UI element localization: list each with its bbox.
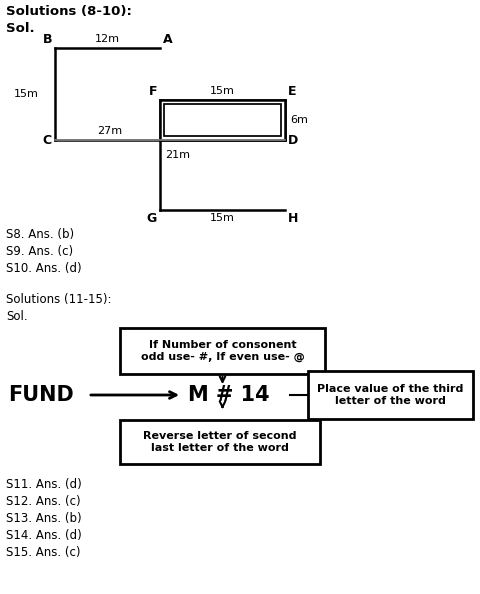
Text: S12. Ans. (c): S12. Ans. (c) [6,495,81,508]
Text: G: G [146,212,156,225]
Bar [120,328,324,374]
Bar [307,371,472,419]
Text: S15. Ans. (c): S15. Ans. (c) [6,546,80,559]
Text: 15m: 15m [210,213,234,223]
Text: If Number of consonent
odd use- #, If even use- @: If Number of consonent odd use- #, If ev… [140,340,304,362]
Bar [164,104,280,136]
Text: 6m: 6m [289,115,307,125]
Text: B: B [42,33,52,46]
Text: Sol.: Sol. [6,310,27,323]
Bar [120,420,319,464]
Text: 21m: 21m [165,150,190,160]
Text: S10. Ans. (d): S10. Ans. (d) [6,262,82,275]
Text: 15m: 15m [14,89,39,99]
Text: C: C [43,134,52,147]
Text: S11. Ans. (d): S11. Ans. (d) [6,478,82,491]
Text: S14. Ans. (d): S14. Ans. (d) [6,529,82,542]
Text: H: H [288,212,298,225]
Text: Solutions (8-10):: Solutions (8-10): [6,5,132,18]
Text: S9. Ans. (c): S9. Ans. (c) [6,245,73,258]
Text: F: F [148,85,156,98]
Text: A: A [163,33,172,46]
Text: E: E [288,85,296,98]
Text: 27m: 27m [97,126,122,136]
Text: 12m: 12m [95,34,120,44]
Text: S13. Ans. (b): S13. Ans. (b) [6,512,82,525]
Text: FUND: FUND [8,385,73,405]
Text: S8. Ans. (b): S8. Ans. (b) [6,228,74,241]
Text: 15m: 15m [210,86,234,96]
Text: D: D [288,134,298,147]
Text: Solutions (11-15):: Solutions (11-15): [6,293,111,306]
Text: Reverse letter of second
last letter of the word: Reverse letter of second last letter of … [143,431,296,453]
Text: Place value of the third
letter of the word: Place value of the third letter of the w… [317,384,463,406]
Text: M # 14: M # 14 [188,385,269,405]
Text: Sol.: Sol. [6,22,35,35]
Bar [160,100,285,140]
